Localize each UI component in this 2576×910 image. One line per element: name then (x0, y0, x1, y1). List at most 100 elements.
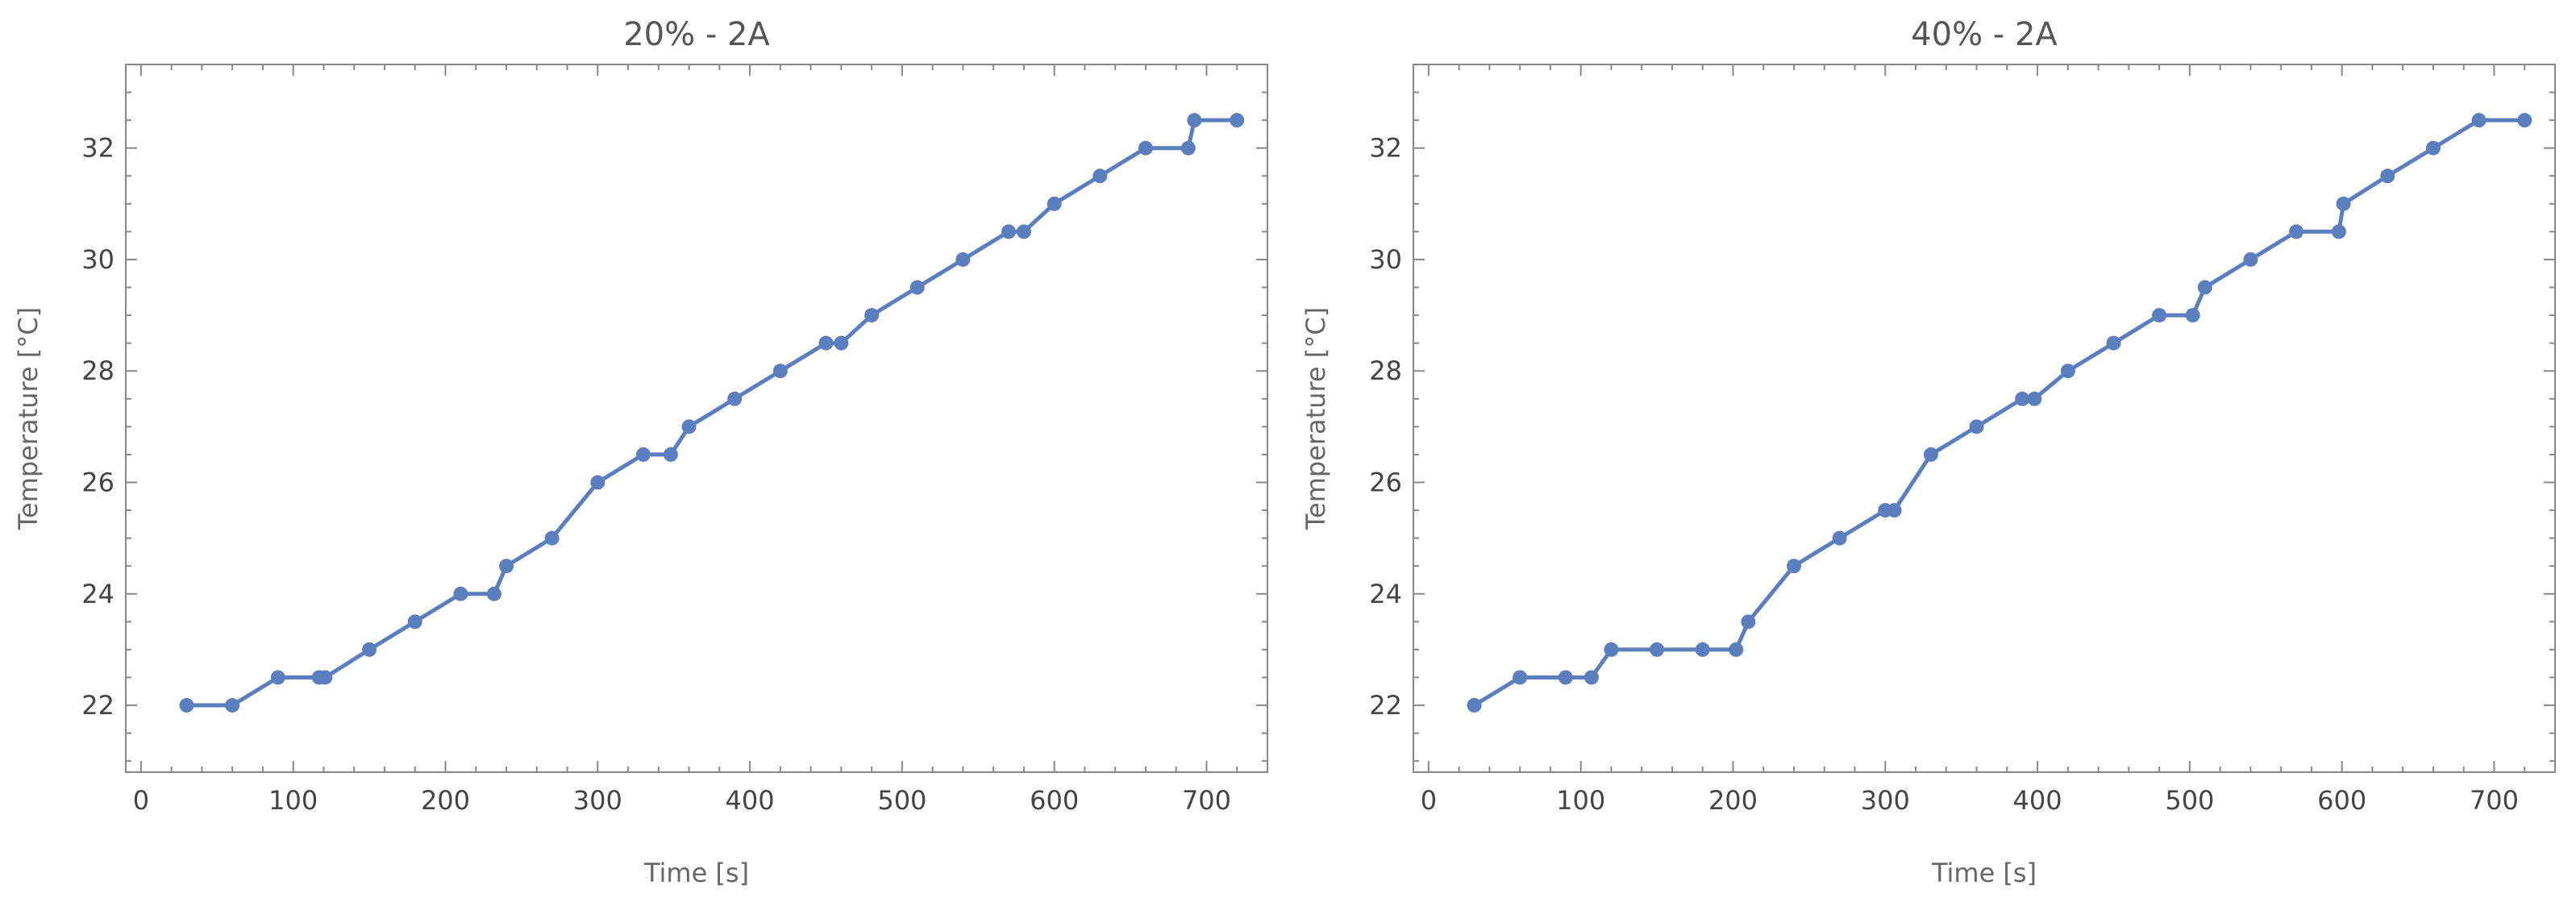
data-point (1513, 670, 1528, 685)
x-tick-label: 100 (1556, 785, 1605, 816)
data-point (1047, 196, 1062, 211)
data-point (1138, 140, 1153, 156)
data-point (1969, 419, 1984, 434)
data-point (486, 586, 501, 601)
data-point (1650, 642, 1665, 657)
data-point (818, 335, 834, 351)
x-axis-label: Time [s] (1931, 858, 2037, 888)
y-tick-label: 32 (81, 133, 114, 164)
chart-title: 40% - 2A (1911, 16, 2058, 53)
data-point (1695, 642, 1710, 657)
data-point (2060, 364, 2075, 379)
data-point (1230, 113, 1245, 128)
data-point (1187, 113, 1202, 128)
plot-frame (1413, 64, 2556, 773)
x-tick-label: 400 (2013, 785, 2062, 816)
data-point (1558, 670, 1573, 685)
data-point (909, 280, 925, 295)
data-point (2517, 113, 2532, 128)
data-point (2185, 308, 2200, 323)
data-point (1729, 642, 1744, 657)
y-tick-label: 30 (81, 244, 114, 275)
data-point (2380, 168, 2395, 184)
y-axis-label: Temperature [°C] (13, 307, 44, 530)
x-tick-label: 100 (268, 785, 318, 816)
data-point (270, 670, 285, 685)
data-point (1092, 168, 1108, 184)
data-point (2336, 196, 2351, 211)
data-point (681, 419, 697, 434)
chart-panel-right: 40% - 2A 0 100 200 300 400 500 600 700 22 24 26 28 30… (1288, 0, 2575, 910)
data-point (2015, 391, 2030, 406)
y-tick-label: 26 (1369, 467, 1402, 498)
data-point (590, 475, 606, 490)
x-tick-label: 0 (133, 785, 149, 816)
data-point (1180, 140, 1196, 156)
y-tick-label: 24 (81, 579, 114, 609)
x-tick-label: 500 (877, 785, 926, 816)
temperature-chart-40pct: 40% - 2A 0 100 200 300 400 500 600 700 22 24 26 28 30… (1300, 16, 2556, 888)
data-point (1467, 698, 1482, 713)
data-point (772, 364, 788, 379)
data-point (2471, 113, 2487, 128)
x-tick-label: 0 (1421, 785, 1437, 816)
y-axis-label: Temperature [°C] (1300, 307, 1331, 530)
data-point (2106, 335, 2121, 351)
data-point (1604, 642, 1619, 657)
x-tick-label: 700 (1182, 785, 1231, 816)
data-point (407, 614, 422, 630)
data-point (453, 586, 468, 601)
data-point (544, 530, 560, 546)
temperature-chart-20pct: 20% - 2A 0 100 200 300 400 500 600 700 22 24 26 28 30… (13, 16, 1268, 888)
data-point (1832, 530, 1847, 546)
data-point (834, 335, 849, 351)
series-line (1472, 118, 2527, 708)
x-tick-label: 200 (421, 785, 470, 816)
plot-frame (125, 64, 1268, 773)
data-point (663, 447, 678, 462)
data-point (1583, 670, 1599, 685)
data-point (1787, 559, 1801, 574)
data-point (864, 308, 880, 323)
data-point (1001, 224, 1017, 239)
data-point (499, 559, 514, 574)
data-point (2152, 308, 2167, 323)
series-line (185, 118, 1239, 708)
x-tick-label: 600 (1030, 785, 1079, 816)
y-tick-label: 28 (1369, 355, 1402, 386)
data-point (1016, 224, 1031, 239)
data-point (1923, 447, 1938, 462)
y-tick-label: 30 (1369, 244, 1402, 275)
data-point (2289, 224, 2304, 239)
data-point (955, 251, 971, 267)
data-point (1741, 614, 1756, 630)
x-tick-label: 400 (726, 785, 775, 816)
y-tick-label: 24 (1369, 579, 1402, 609)
data-point (2243, 251, 2258, 267)
data-point (727, 391, 743, 406)
data-point (2027, 391, 2042, 406)
y-tick-label: 28 (81, 355, 114, 386)
chart-panel-left: 20% - 2A 0 100 200 300 400 500 600 700 22 24 26 28 30… (13, 16, 1268, 888)
y-tick-label: 32 (1369, 133, 1402, 164)
data-point (362, 642, 377, 657)
chart-title: 20% - 2A (623, 16, 770, 53)
data-point (2197, 280, 2212, 295)
x-tick-label: 200 (1708, 785, 1758, 816)
x-tick-label: 500 (2165, 785, 2214, 816)
data-point (635, 447, 651, 462)
x-tick-label: 700 (2470, 785, 2519, 816)
data-point (2425, 140, 2441, 156)
y-tick-label: 22 (81, 690, 114, 721)
x-tick-label: 600 (2317, 785, 2366, 816)
data-point (318, 670, 333, 685)
data-point (2331, 224, 2346, 239)
y-tick-label: 26 (81, 467, 114, 498)
x-tick-label: 300 (1861, 785, 1910, 816)
data-point (225, 698, 240, 713)
data-point (179, 698, 194, 713)
y-tick-label: 22 (1369, 690, 1402, 721)
x-tick-label: 300 (573, 785, 622, 816)
data-point (1887, 503, 1902, 518)
x-axis-label: Time [s] (643, 858, 749, 888)
